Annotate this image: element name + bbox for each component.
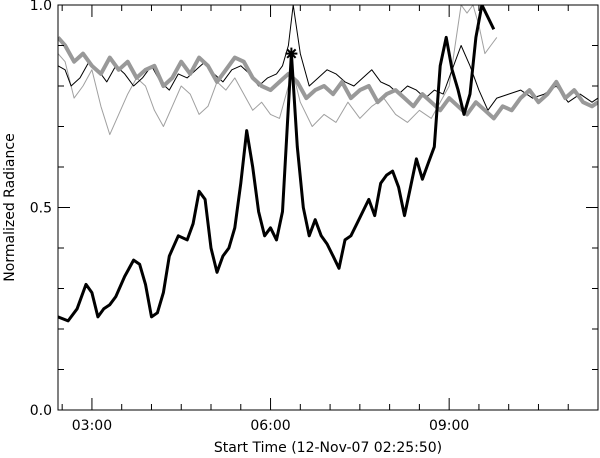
y-tick-label: 1.0: [30, 0, 52, 14]
x-tick-label: 09:00: [429, 418, 469, 434]
y-axis-label: Normalized Radiance: [2, 133, 18, 281]
plot-frame: [57, 4, 599, 411]
series-line-thin-gray: [58, 5, 498, 136]
y-tick-label: 0.0: [30, 403, 52, 419]
marker-layer: [285, 47, 298, 60]
x-axis-label: Start Time (12-Nov-07 02:25:50): [214, 440, 442, 456]
y-tick-label: 0.5: [30, 201, 52, 217]
series-line-thin-black: [58, 5, 598, 111]
series-layer: [58, 5, 598, 323]
peak-asterisk-marker: [285, 47, 298, 60]
series-line-thick-gray: [58, 36, 598, 121]
x-tick-label: 03:00: [72, 418, 112, 434]
x-tick-label: 06:00: [250, 418, 290, 434]
series-line-thick-black: [58, 5, 496, 323]
ticks-layer: 03:00 06:00 09:00 0.0 0.5 1.0: [30, 0, 599, 434]
